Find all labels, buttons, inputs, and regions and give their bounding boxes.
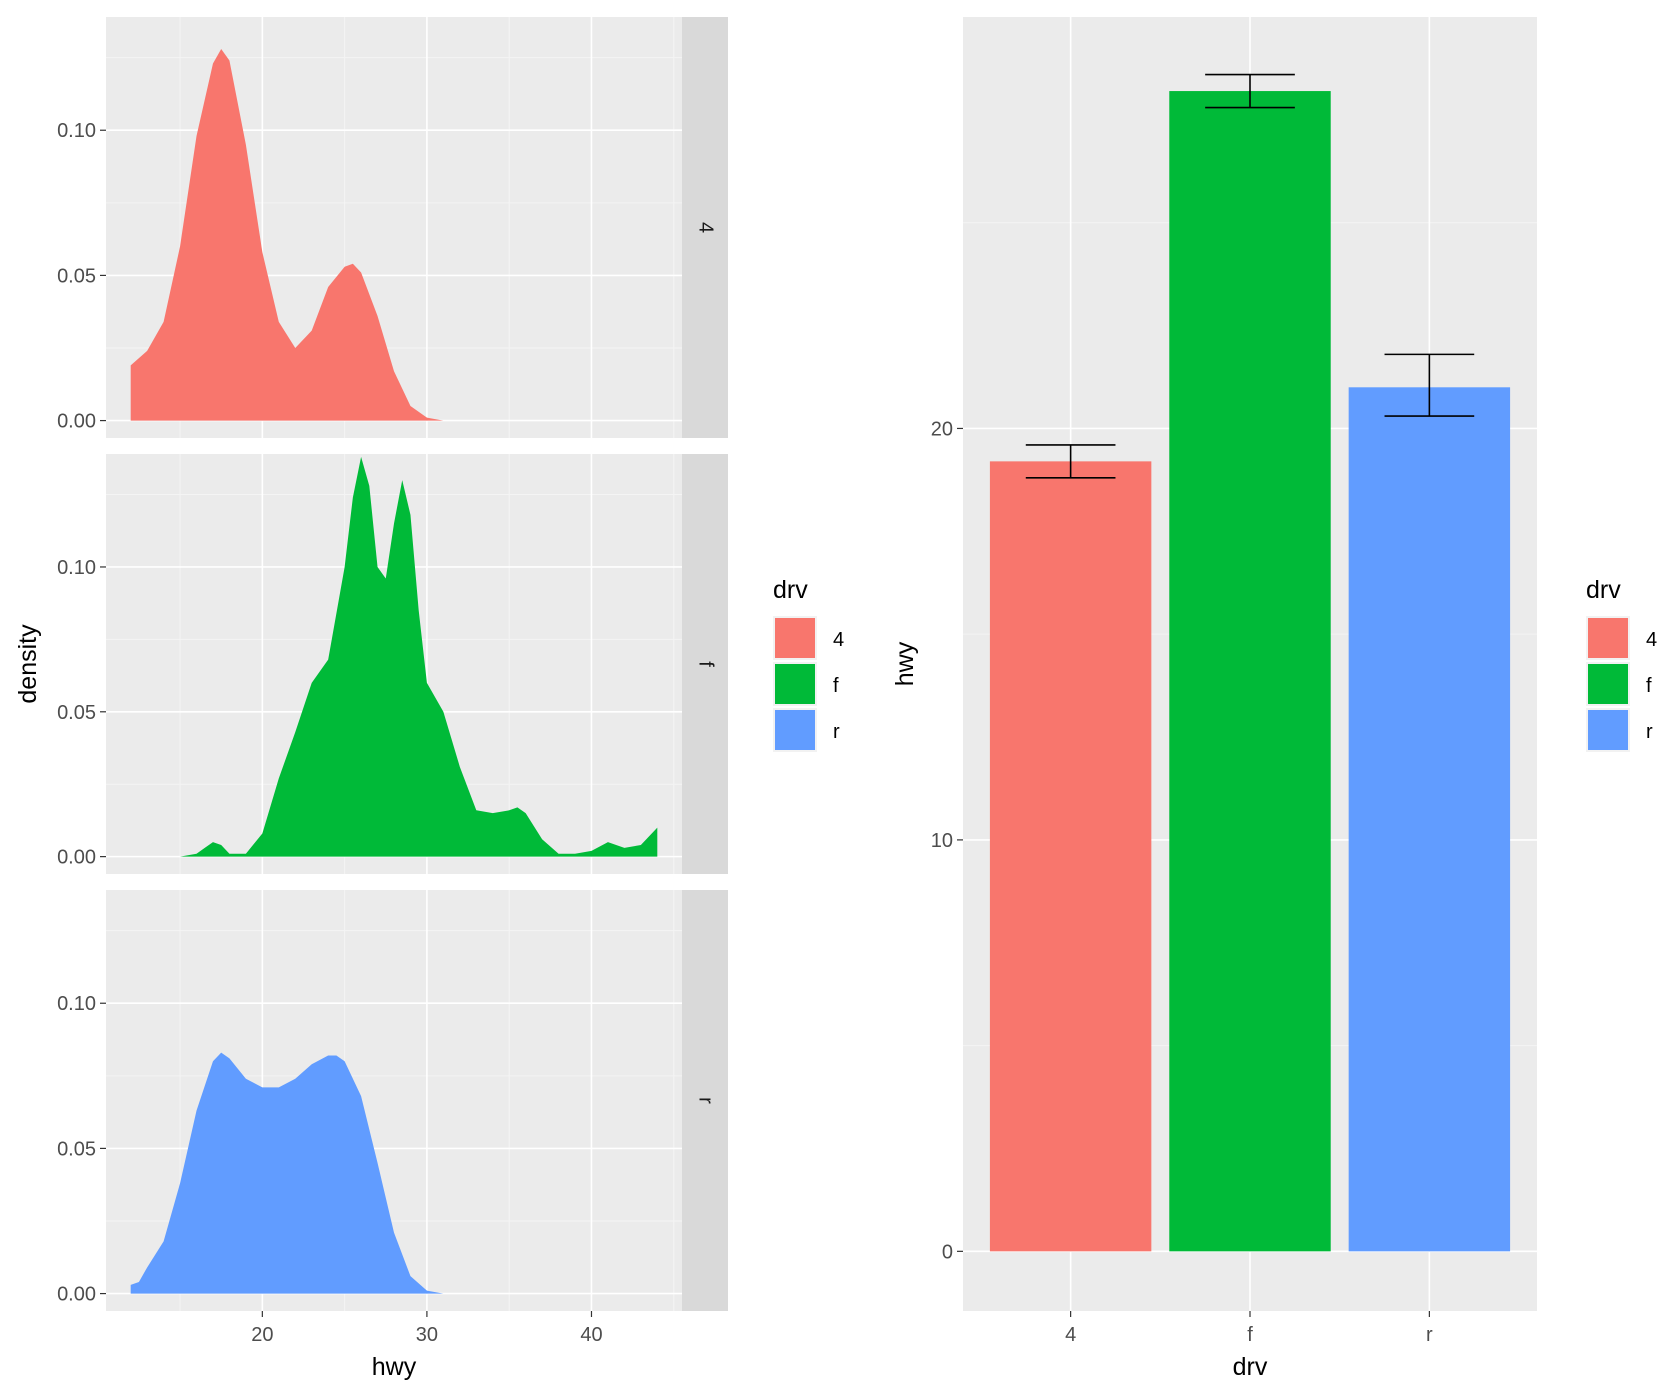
bar-r[interactable] — [1348, 387, 1511, 1252]
facet-panel-4: 0.00 0.05 0.10 4 — [57, 17, 728, 438]
density-area-f — [163, 456, 658, 857]
x-tick-label: 20 — [251, 1324, 273, 1346]
legend-swatch-f — [775, 664, 815, 704]
legend-label-r: r — [1646, 721, 1653, 743]
legend: drv 4 f r — [773, 576, 844, 752]
facet-strip-label: r — [695, 1097, 717, 1104]
legend: drv 4 f r — [1586, 576, 1657, 752]
errorbar-r — [1384, 353, 1475, 417]
y-tick-label: 0.00 — [57, 1284, 96, 1306]
x-tick-label: r — [1426, 1324, 1433, 1346]
x-axis-title: drv — [1233, 1353, 1268, 1381]
errorbar-f — [1205, 73, 1295, 109]
legend-swatch-f — [1588, 664, 1628, 704]
y-tick-label: 0.10 — [57, 120, 96, 142]
facet-strip-label: f — [695, 661, 717, 667]
y-tick-label: 0.05 — [57, 1138, 96, 1160]
legend-swatch-r — [775, 710, 815, 750]
facet-panel-f: 0.00 0.05 0.10 f — [57, 454, 728, 874]
facet-strip — [682, 454, 728, 874]
density-area-r — [130, 1052, 460, 1294]
facet-strip — [682, 17, 728, 438]
x-tick-label: f — [1247, 1324, 1253, 1346]
legend-label-f: f — [1646, 675, 1652, 697]
facet-panel-r: 0.00 0.05 0.10 r — [57, 890, 728, 1311]
legend-swatch-4 — [1588, 618, 1628, 658]
facet-strip — [682, 890, 728, 1311]
legend-label-r: r — [833, 721, 840, 743]
bar-4[interactable] — [989, 461, 1152, 1252]
bar-f[interactable] — [1169, 91, 1331, 1252]
y-tick-label: 20 — [931, 418, 953, 440]
x-tick-label: 4 — [1065, 1324, 1076, 1346]
legend-label-4: 4 — [1646, 629, 1657, 651]
x-tick-label: 40 — [580, 1324, 602, 1346]
y-axis-title: hwy — [891, 641, 919, 686]
y-tick-label: 10 — [931, 830, 953, 852]
facet-strip-label: 4 — [695, 222, 717, 233]
x-axis-title: hwy — [372, 1353, 417, 1381]
y-tick-label: 0.05 — [57, 265, 96, 287]
errorbar-4 — [1025, 444, 1116, 479]
legend-label-f: f — [833, 675, 839, 697]
legend-swatch-r — [1588, 710, 1628, 750]
y-tick-label: 0 — [942, 1241, 953, 1263]
x-tick-label: 30 — [416, 1324, 438, 1346]
density-facet-plot: 0.00 0.05 0.10 4 0.00 0.05 0.10 f 0.00 0.05 0.10 r 2… — [14, 17, 844, 1381]
legend-label-4: 4 — [833, 629, 844, 651]
y-tick-label: 0.05 — [57, 702, 96, 724]
legend-swatch-4 — [775, 618, 815, 658]
y-tick-label: 0.10 — [57, 557, 96, 579]
legend-title: drv — [773, 576, 808, 604]
y-tick-label: 0.10 — [57, 993, 96, 1015]
y-tick-label: 0.00 — [57, 411, 96, 433]
bar-errorbar-plot: 4 f r 0 10 20 drv hwy drv 4 f r — [891, 17, 1657, 1381]
y-tick-label: 0.00 — [57, 847, 96, 869]
density-area-4 — [130, 48, 444, 421]
legend-title: drv — [1586, 576, 1621, 604]
y-axis-title: density — [14, 624, 42, 704]
